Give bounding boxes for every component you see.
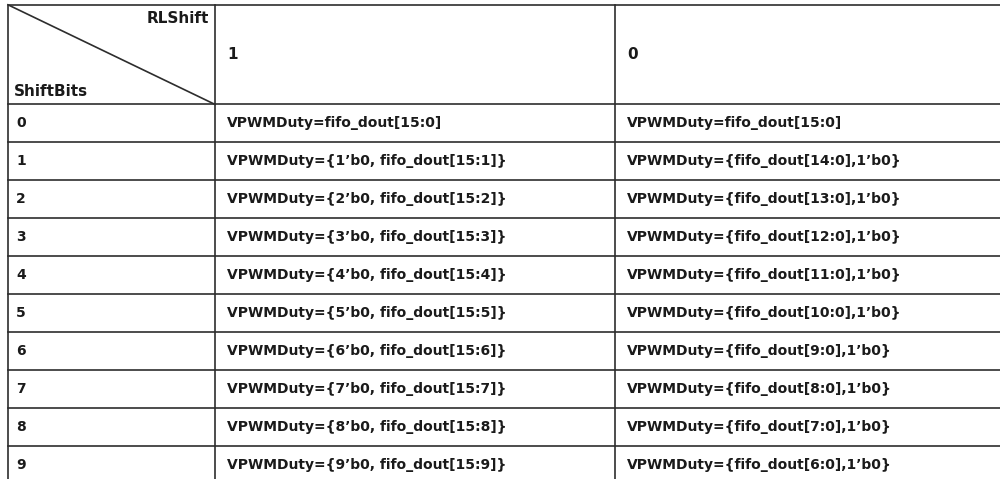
Text: VPWMDuty={6’b0, fifo_dout[15:6]}: VPWMDuty={6’b0, fifo_dout[15:6]}: [227, 344, 506, 358]
Text: 4: 4: [16, 268, 26, 282]
Text: 6: 6: [16, 344, 26, 358]
Text: VPWMDuty={fifo_dout[14:0],1’b0}: VPWMDuty={fifo_dout[14:0],1’b0}: [627, 154, 902, 168]
Text: VPWMDuty={4’b0, fifo_dout[15:4]}: VPWMDuty={4’b0, fifo_dout[15:4]}: [227, 268, 507, 282]
Text: 1: 1: [227, 47, 238, 62]
Text: VPWMDuty={fifo_dout[12:0],1’b0}: VPWMDuty={fifo_dout[12:0],1’b0}: [627, 230, 902, 244]
Text: 5: 5: [16, 306, 26, 320]
Text: VPWMDuty=fifo_dout[15:0]: VPWMDuty=fifo_dout[15:0]: [627, 116, 842, 130]
Text: VPWMDuty={5’b0, fifo_dout[15:5]}: VPWMDuty={5’b0, fifo_dout[15:5]}: [227, 306, 507, 320]
Text: VPWMDuty={1’b0, fifo_dout[15:1]}: VPWMDuty={1’b0, fifo_dout[15:1]}: [227, 154, 507, 168]
Text: 7: 7: [16, 382, 26, 396]
Text: VPWMDuty={8’b0, fifo_dout[15:8]}: VPWMDuty={8’b0, fifo_dout[15:8]}: [227, 420, 507, 434]
Text: VPWMDuty={fifo_dout[11:0],1’b0}: VPWMDuty={fifo_dout[11:0],1’b0}: [627, 268, 902, 282]
Text: VPWMDuty=fifo_dout[15:0]: VPWMDuty=fifo_dout[15:0]: [227, 116, 442, 130]
Text: ShiftBits: ShiftBits: [14, 84, 88, 99]
Text: VPWMDuty={2’b0, fifo_dout[15:2]}: VPWMDuty={2’b0, fifo_dout[15:2]}: [227, 192, 507, 206]
Text: VPWMDuty={7’b0, fifo_dout[15:7]}: VPWMDuty={7’b0, fifo_dout[15:7]}: [227, 382, 506, 396]
Text: VPWMDuty={fifo_dout[9:0],1’b0}: VPWMDuty={fifo_dout[9:0],1’b0}: [627, 344, 892, 358]
Text: 2: 2: [16, 192, 26, 206]
Text: VPWMDuty={fifo_dout[8:0],1’b0}: VPWMDuty={fifo_dout[8:0],1’b0}: [627, 382, 892, 396]
Text: 1: 1: [16, 154, 26, 168]
Text: 0: 0: [16, 116, 26, 130]
Text: VPWMDuty={3’b0, fifo_dout[15:3]}: VPWMDuty={3’b0, fifo_dout[15:3]}: [227, 230, 506, 244]
Text: 3: 3: [16, 230, 26, 244]
Text: 0: 0: [627, 47, 638, 62]
Text: VPWMDuty={fifo_dout[7:0],1’b0}: VPWMDuty={fifo_dout[7:0],1’b0}: [627, 420, 892, 434]
Text: VPWMDuty={fifo_dout[6:0],1’b0}: VPWMDuty={fifo_dout[6:0],1’b0}: [627, 458, 892, 472]
Text: RLShift: RLShift: [147, 11, 209, 25]
Text: VPWMDuty={fifo_dout[13:0],1’b0}: VPWMDuty={fifo_dout[13:0],1’b0}: [627, 192, 902, 206]
Text: VPWMDuty={9’b0, fifo_dout[15:9]}: VPWMDuty={9’b0, fifo_dout[15:9]}: [227, 458, 506, 472]
Text: VPWMDuty={fifo_dout[10:0],1’b0}: VPWMDuty={fifo_dout[10:0],1’b0}: [627, 306, 902, 320]
Text: 8: 8: [16, 420, 26, 434]
Text: 9: 9: [16, 458, 26, 472]
